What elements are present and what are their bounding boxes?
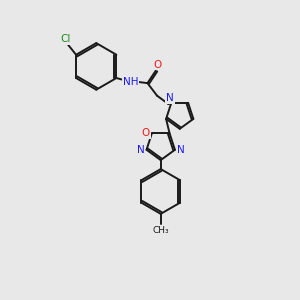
Text: N: N — [137, 145, 144, 155]
Text: N: N — [177, 145, 185, 155]
Text: CH₃: CH₃ — [152, 226, 169, 235]
Text: O: O — [153, 60, 161, 70]
Text: O: O — [142, 128, 150, 138]
Text: Cl: Cl — [60, 34, 70, 44]
Text: N: N — [166, 93, 174, 103]
Text: NH: NH — [123, 76, 138, 87]
